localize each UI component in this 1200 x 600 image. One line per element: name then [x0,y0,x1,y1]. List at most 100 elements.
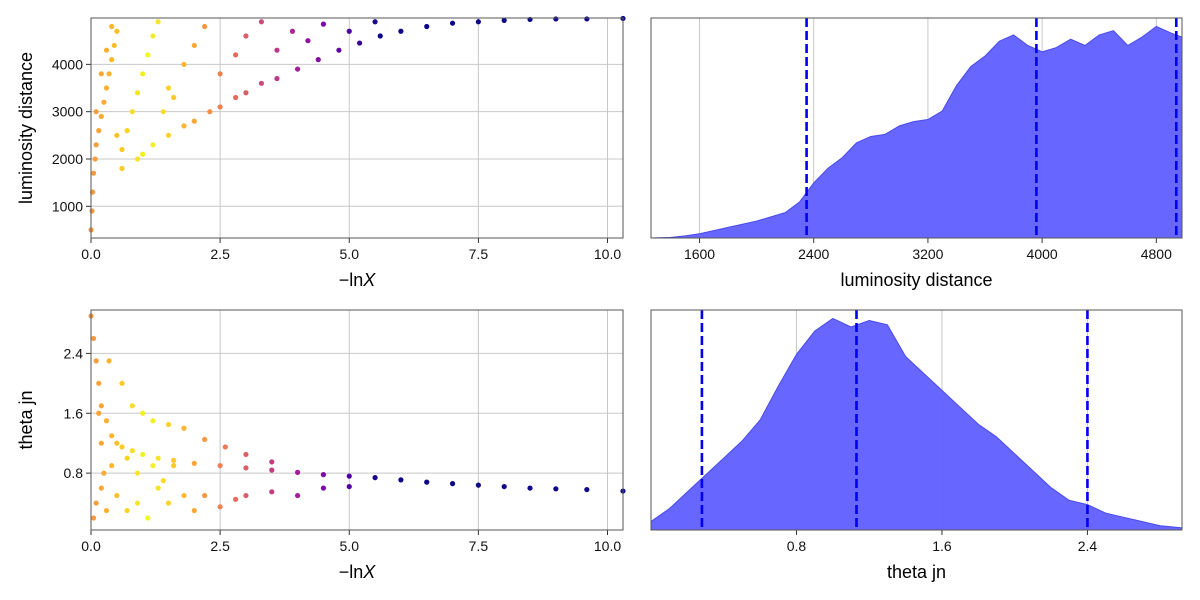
scatter-point [114,28,120,34]
scatter-point [320,485,327,491]
scatter-point [150,418,156,424]
scatter-point [449,20,456,26]
x-tick-label: 0.0 [81,538,101,554]
scatter-point [377,33,383,39]
scatter-point [124,507,130,514]
y-axis-label: luminosity distance [16,52,36,204]
scatter-point [233,52,239,58]
x-tick-label: 3200 [912,246,943,262]
scatter-point [93,109,99,115]
scatter-point [424,23,430,30]
y-tick-label: 0.8 [64,465,84,481]
scatter-point [109,463,115,469]
x-axis-label: theta jn [887,562,946,582]
y-tick-label: 2.4 [64,345,84,361]
scatter-point [191,507,197,514]
scatter-point [93,358,99,364]
panel-top-left: 0.0 2.5 5.0 7.5 10.01000200030004000−lnXlumi… [16,15,626,290]
scatter-point [165,85,172,91]
scatter-point [140,151,146,157]
axes-frame [650,17,1183,239]
x-axis-label-text: −ln [339,270,364,290]
panel-top-right: 1600 2400 3200 4000 4800 luminosity distance [650,17,1183,290]
y-axis-label: theta jn [16,390,36,449]
y-tick-label: 3000 [52,104,83,120]
x-tick-label: 2400 [798,246,829,262]
scatter-point [243,465,249,471]
scatter-point [103,85,110,91]
scatter-point [98,440,104,446]
scatter-point [372,19,378,25]
density-area [650,317,1183,531]
scatter-point [90,170,97,176]
scatter-point [134,500,141,506]
scatter-point [320,472,327,478]
scatter-point [243,492,249,499]
scatter-point [171,463,177,469]
scatter-point [207,109,213,115]
scatter-point [243,451,249,458]
scatter-point [398,477,404,483]
scatter-point [269,489,275,495]
scatter-point [243,33,249,39]
scatter-point [553,16,559,22]
axes-frame [90,309,624,531]
x-tick-label: 10.0 [594,246,621,262]
x-tick-label: 2.4 [1078,538,1098,554]
scatter-point [124,128,130,134]
scatter-point [449,481,456,487]
scatter-point [134,156,141,162]
scatter-point [150,142,156,148]
scatter-point [109,433,115,439]
scatter-point [527,485,533,491]
x-tick-label: 2.5 [210,538,230,554]
scatter-point [346,473,352,479]
scatter-point [89,208,95,214]
y-tick-label: 1.6 [64,405,84,421]
x-tick-label: 0.8 [787,538,807,554]
scatter-point [119,146,125,153]
scatter-point [217,71,223,77]
scatter-point [129,448,135,454]
scatter-point [98,71,104,77]
scatter-point [150,463,156,469]
x-tick-label: 0.0 [81,246,101,262]
scatter-point [160,109,166,115]
scatter-point [129,109,135,115]
scatter-point [295,469,301,475]
x-tick-label: 10.0 [594,538,621,554]
scatter-point [217,463,223,469]
x-tick-label: 5.0 [340,538,360,554]
scatter-point [129,403,135,409]
y-tick-label: 2000 [52,151,83,167]
scatter-point [93,500,99,506]
scatter-point [160,478,166,484]
scatter-point [233,496,239,502]
scatter-point [90,335,97,342]
y-tick-label: 1000 [52,198,83,214]
scatter-point [96,380,102,386]
scatter-point [346,483,352,490]
scatter-point [191,460,197,467]
scatter-point [165,421,172,428]
scatter-point [119,380,125,386]
scatter-point [191,42,197,49]
x-axis-label: −lnX [339,562,377,582]
scatter-point [134,470,141,476]
scatter-point [165,132,172,138]
scatter-point [103,418,110,424]
scatter-point [96,410,102,416]
x-tick-label: 4000 [1027,246,1058,262]
scatter-point [155,455,161,461]
scatter-point [424,479,430,485]
scatter-point [165,500,172,506]
x-tick-label: 1.6 [932,538,952,554]
x-axis-label: luminosity distance [840,270,992,290]
scatter-point [584,486,590,493]
scatter-point [217,504,223,510]
x-tick-label: 7.5 [469,538,489,554]
scatter-point [134,90,141,96]
scatter-point [109,57,115,63]
scatter-point [124,455,130,461]
